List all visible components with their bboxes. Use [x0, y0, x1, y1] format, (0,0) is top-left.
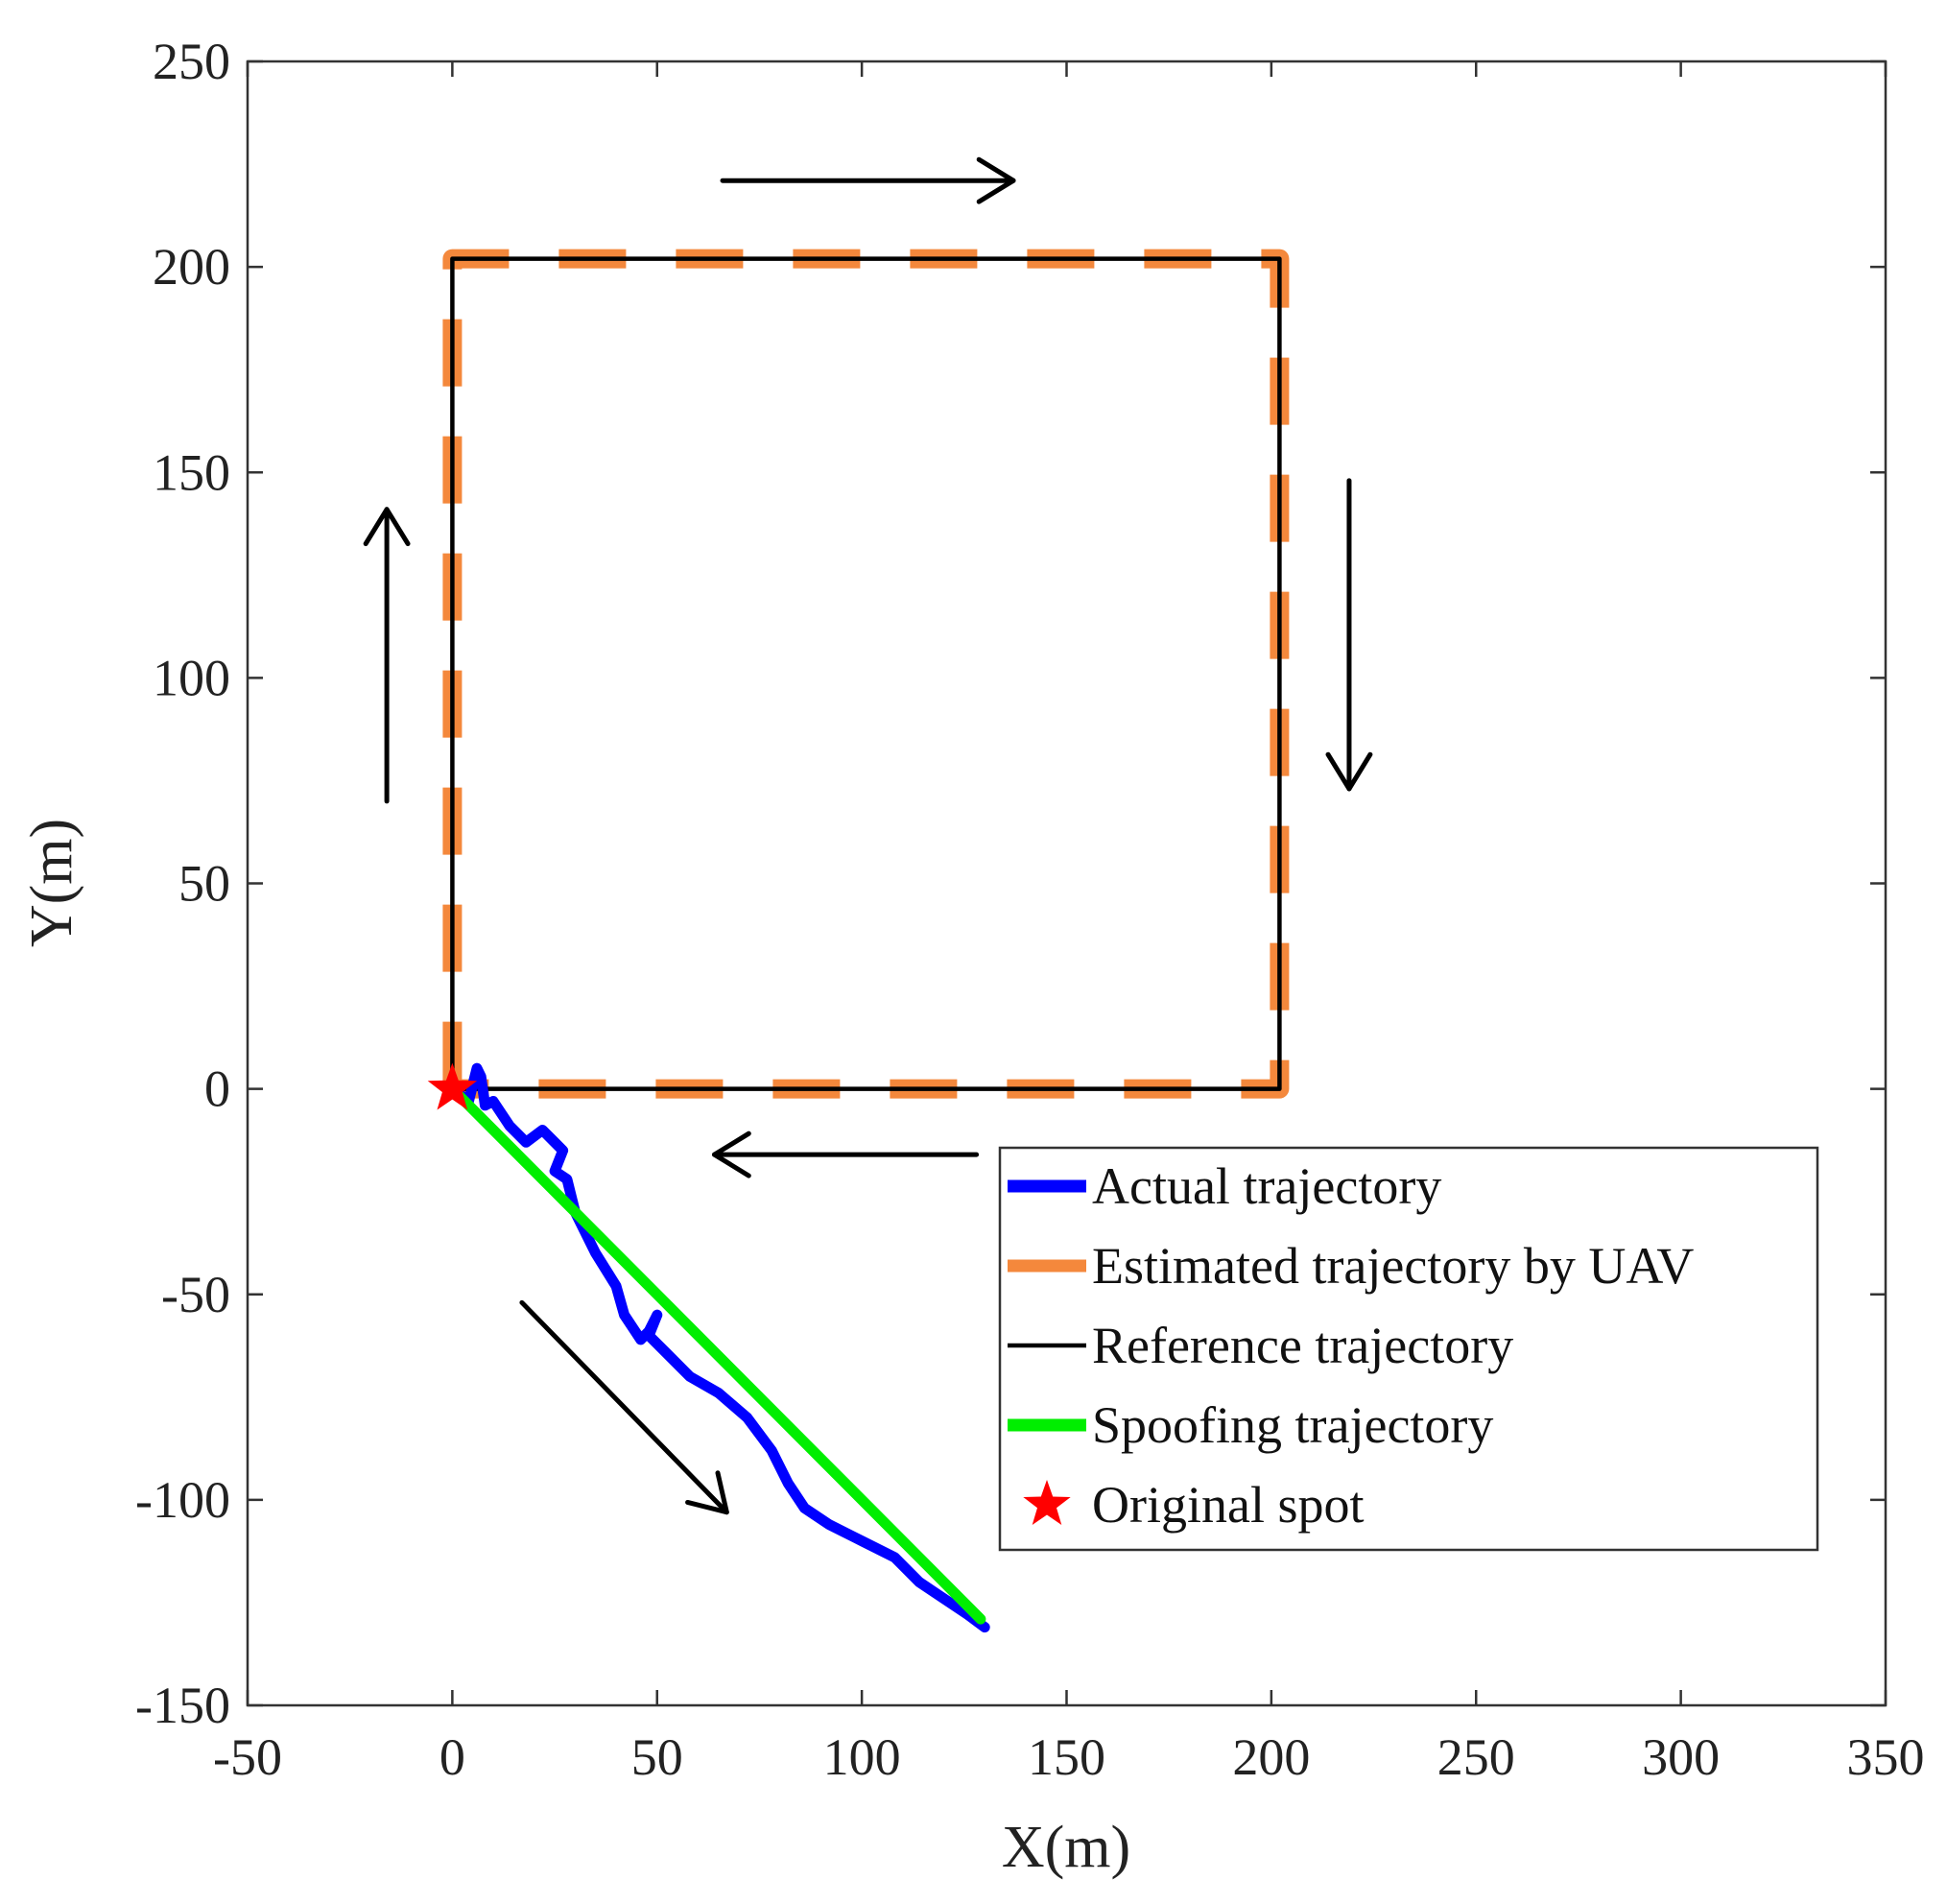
legend-label: Reference trajectory [1092, 1317, 1513, 1374]
legend-label: Actual trajectory [1092, 1157, 1441, 1215]
y-tick-label: -150 [135, 1677, 230, 1734]
legend-entry: Original spot [1023, 1476, 1364, 1534]
x-tick-label: 200 [1232, 1728, 1310, 1786]
y-tick-label: 250 [153, 33, 230, 90]
direction-arrow-up [363, 507, 411, 804]
legend-entry: Estimated trajectory by UAV [1008, 1237, 1694, 1295]
y-tick-label: 200 [153, 238, 230, 296]
original-spot-marker [427, 1062, 478, 1110]
x-tick-label: -50 [213, 1728, 282, 1786]
y-axis-title: Y(m) [19, 819, 84, 947]
y-tick-label: 150 [153, 443, 230, 501]
x-axis-title: X(m) [1002, 1815, 1130, 1880]
series-reference-trajectory [450, 256, 1282, 1091]
y-tick-label: 50 [178, 855, 230, 913]
legend-label: Estimated trajectory by UAV [1092, 1237, 1694, 1295]
direction-arrow-right [720, 156, 1016, 204]
legend-label: Original spot [1092, 1476, 1364, 1534]
x-tick-label: 300 [1642, 1728, 1720, 1786]
legend-entry: Reference trajectory [1008, 1317, 1513, 1374]
x-tick-label: 350 [1847, 1728, 1925, 1786]
legend: Actual trajectory Estimated trajectory by… [998, 1146, 1819, 1552]
legend-box [998, 1146, 1819, 1552]
legend-entry: Actual trajectory [1008, 1157, 1441, 1215]
legend-label: Spoofing trajectory [1092, 1396, 1493, 1454]
x-tick-label: 150 [1028, 1728, 1105, 1786]
x-tick-label: 0 [439, 1728, 465, 1786]
y-tick-label: 0 [204, 1060, 230, 1118]
direction-arrow-down [1325, 478, 1373, 792]
series-spoofing-trajectory [446, 1083, 986, 1625]
legend-star-icon [1023, 1480, 1071, 1525]
direction-arrow-left [711, 1130, 980, 1178]
series-actual-trajectory [446, 1062, 990, 1633]
y-tick-label: -100 [135, 1471, 230, 1529]
x-tick-label: 50 [631, 1728, 683, 1786]
x-tick-label: 250 [1437, 1728, 1515, 1786]
x-tick-label: 100 [823, 1728, 901, 1786]
direction-arrow-down-right [519, 1299, 729, 1515]
legend-entry: Spoofing trajectory [1008, 1396, 1493, 1454]
y-tick-label: 100 [153, 649, 230, 706]
y-tick-label: -50 [161, 1266, 230, 1323]
